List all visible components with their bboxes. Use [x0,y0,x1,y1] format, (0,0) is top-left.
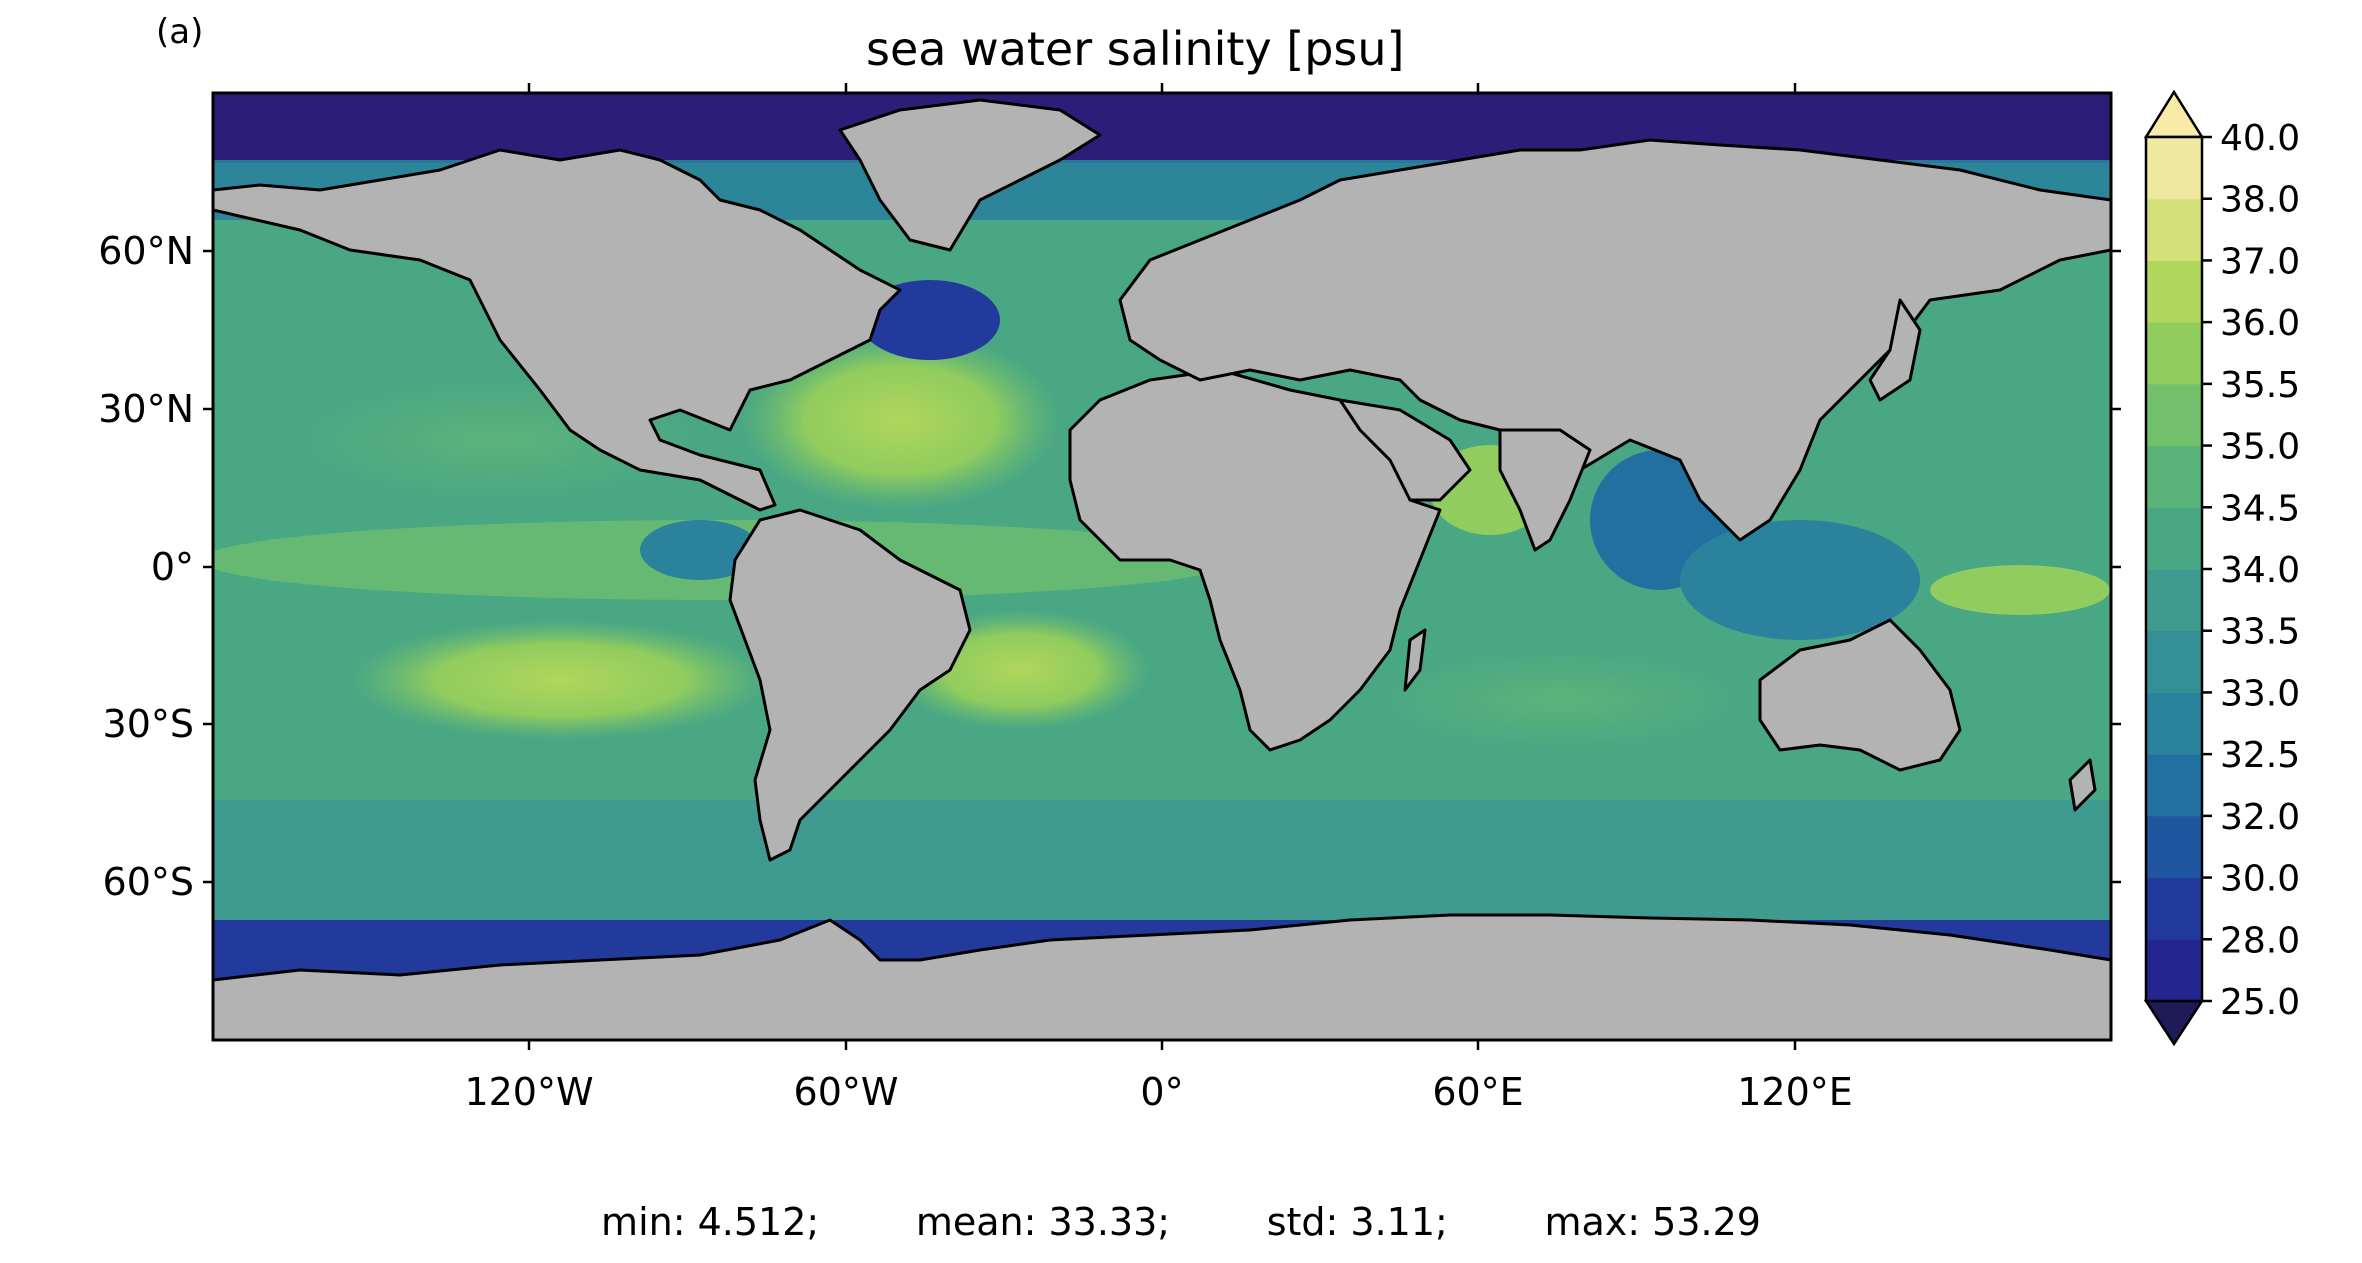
panel-label: (a) [156,12,204,52]
colorbar-tick-label: 37.0 [2220,241,2300,282]
colorbar-segment [2146,630,2202,693]
lon-label-120w: 120°W [464,1070,594,1114]
africa-land [1068,368,1442,752]
stat-mean: mean: 33.33; [915,1200,1171,1244]
south-america-land [728,508,972,862]
south-pacific-high [350,620,770,740]
labrador-low [860,280,1000,360]
colorbar-tick-label: 33.5 [2220,612,2300,653]
colorbar-tick-label: 35.0 [2220,427,2300,468]
colorbar-segment [2146,260,2202,323]
india-land [1498,428,1592,552]
north-america-land [213,148,902,512]
eurasia-land [1118,138,2111,542]
north-atlantic-high [740,330,1060,510]
lat-label-60n: 60°N [98,229,194,273]
colorbar-tick-label: 32.5 [2220,735,2300,776]
antarctica-land [213,913,2111,1040]
colorbar-tick-label: 34.5 [2220,488,2300,529]
statistics-line: min: 4.512; mean: 33.33; std: 3.11; max:… [0,1200,2362,1244]
indian-ocean-high [1380,650,1740,750]
lat-label-30n: 30°N [98,387,194,431]
colorbar-tick-label: 32.0 [2220,797,2300,838]
indonesian-low [1680,520,1920,640]
east-pacific-low [640,520,760,580]
axis-ticks [203,83,2121,1050]
colorbar-segment [2146,198,2202,261]
lon-label-0: 0° [1140,1070,1184,1114]
stat-max: max: 53.29 [1544,1200,1761,1244]
map-title: sea water salinity [psu] [866,22,1405,76]
lon-label-60w: 60°W [793,1070,899,1114]
lon-label-60e: 60°E [1432,1070,1524,1114]
colorbar-tick-label: 25.0 [2220,982,2300,1023]
lon-label-120e: 120°E [1737,1070,1853,1114]
colorbar-segment [2146,507,2202,570]
colorbar: 25.0 28.0 30.0 32.0 32.5 33.0 33.5 34.0 34.5 35.0… [2143,89,2300,1047]
colorbar-segment [2146,137,2202,200]
australia-land [1758,618,1962,772]
colorbar-extend-high [2143,89,2205,139]
colorbar-segment [2146,569,2202,632]
west-pacific-high [1930,565,2110,615]
colorbar-segment [2146,754,2202,817]
colorbar-segment [2146,445,2202,508]
colorbar-segment [2146,815,2202,879]
stat-std: std: 3.11; [1266,1200,1448,1244]
colorbar-tick-label: 38.0 [2220,180,2300,221]
colorbar-tick-label: 30.0 [2220,859,2300,900]
colorbar-tick-label: 36.0 [2220,303,2300,344]
colorbar-tick-label: 33.0 [2220,673,2300,714]
lat-label-30s: 30°S [102,702,194,746]
colorbar-segment [2146,939,2202,1002]
colorbar-segment [2146,877,2202,940]
colorbar-segment [2146,322,2202,385]
lat-label-60s: 60°S [102,860,194,904]
colorbar-tick-label: 28.0 [2220,920,2300,961]
colorbar-segment [2146,383,2202,447]
colorbar-segment [2146,692,2202,755]
japan-land [1868,298,1922,402]
lat-label-0: 0° [150,545,194,589]
greenland-land [838,98,1102,252]
colorbar-extend-low [2143,999,2205,1047]
colorbar-tick-label: 40.0 [2220,118,2300,159]
new-zealand-land [2068,758,2097,812]
stat-min: min: 4.512; [601,1200,820,1244]
arabia-land [1338,398,1472,502]
colorbar-tick-label: 34.0 [2220,550,2300,591]
colorbar-tick-label: 35.5 [2220,365,2300,406]
map-area [213,93,2111,1040]
madagascar-land [1403,628,1427,692]
